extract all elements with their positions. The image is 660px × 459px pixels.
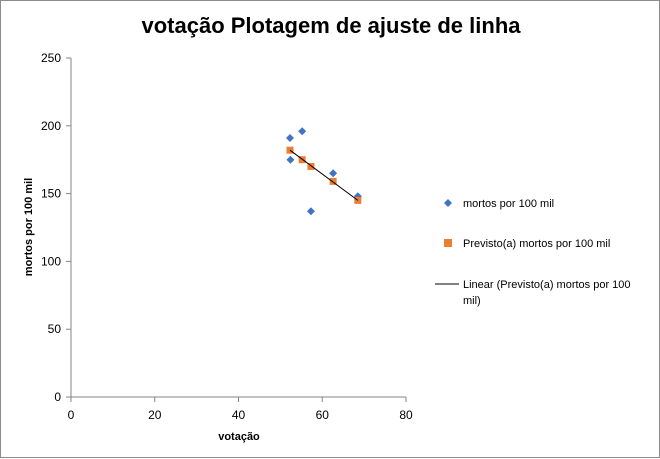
y-tick-label: 250 xyxy=(41,51,61,65)
x-tick-label: 80 xyxy=(399,408,413,422)
y-tick-label: 50 xyxy=(48,322,62,336)
data-point-diamond xyxy=(286,155,295,164)
x-tick-label: 20 xyxy=(148,408,162,422)
data-point-diamond xyxy=(298,127,307,136)
x-axis-title: votação xyxy=(218,431,260,443)
x-tick-label: 0 xyxy=(68,408,75,422)
data-point-diamond xyxy=(286,134,295,143)
y-tick-label: 0 xyxy=(54,390,61,404)
legend-square-swatch xyxy=(444,239,452,247)
legend-label: Previsto(a) mortos por 100 mil xyxy=(463,238,610,250)
legend-label: mil) xyxy=(463,295,481,307)
x-tick-label: 40 xyxy=(232,408,246,422)
y-axis-title: mortos por 100 mil xyxy=(23,178,35,276)
y-tick-label: 150 xyxy=(41,187,61,201)
data-point-square xyxy=(307,162,315,170)
x-tick-label: 60 xyxy=(316,408,330,422)
y-tick-label: 100 xyxy=(41,254,61,268)
data-point-diamond xyxy=(329,169,338,178)
data-point-square xyxy=(329,177,337,185)
legend-diamond-swatch xyxy=(444,199,452,207)
trendline xyxy=(289,149,359,201)
data-point-diamond xyxy=(306,207,315,216)
chart-title: votação Plotagem de ajuste de linha xyxy=(141,13,521,38)
legend-label: mortos por 100 mil xyxy=(463,198,554,210)
y-tick-label: 200 xyxy=(41,119,61,133)
legend-label: Linear (Previsto(a) mortos por 100 xyxy=(463,279,631,291)
